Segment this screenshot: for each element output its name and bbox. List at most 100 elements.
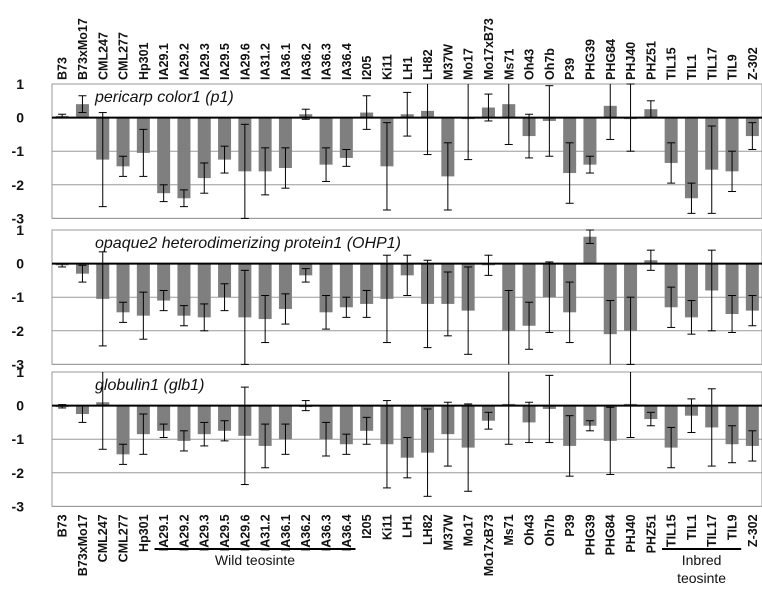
top-category-label: Ki11 [380,54,394,80]
top-category-label: PHG84 [604,39,618,80]
bottom-category-labels: B73 B73xMo17 CML247 CML277 Hp301 IA29.1 IA29.2… [56,514,760,576]
bottom-category-label: Ms71 [502,514,516,545]
bottom-category-label: B73 [56,514,70,537]
top-category-label: Z-302 [746,47,760,80]
bottom-category-label: IA36.4 [340,514,354,551]
bottom-category-label: CML277 [117,514,131,562]
top-category-label: IA29.5 [218,43,232,80]
bottom-category-label: LH82 [421,514,435,545]
top-category-label: PHG39 [583,39,597,80]
bottom-category-label: IA29.1 [157,514,171,551]
top-category-label: M37W [441,44,455,80]
bar-TIL1 [684,263,698,318]
y-tick-label: -2 [12,323,25,339]
bar-PHG39 [583,117,597,165]
bar-IA36.4 [339,117,353,158]
bar-IA36.4 [339,263,353,308]
bar-Z-302 [745,405,759,446]
bar-TIL9 [725,405,739,445]
bar-IA36.1 [278,117,292,168]
top-category-label: Oh43 [523,49,537,80]
top-category-label: PHZ51 [644,41,658,80]
bar-IA29.5 [218,405,232,431]
bar-TIL9 [725,263,739,314]
bottom-category-label: TIL1 [685,514,699,540]
top-category-label: IA29.3 [198,43,212,80]
bottom-category-label: P39 [563,514,577,536]
panel-title: opaque2 heterodimerizing protein1 (OHP1) [95,235,401,252]
top-category-label: Hp301 [137,42,151,80]
panel-title: globulin1 (glb1) [95,377,204,394]
bar-IA29.2 [177,263,191,316]
y-tick-label: -3 [12,356,25,372]
bottom-category-label: IA36.2 [299,514,313,551]
bar-Hp301 [136,263,150,316]
bar-IA36.1 [278,405,292,440]
top-category-label: I205 [360,56,374,80]
bottom-category-label: IA36.1 [279,514,293,551]
top-category-label: B73 [56,57,70,80]
top-category-label: CML277 [117,32,131,80]
bottom-category-label: Z-302 [746,514,760,547]
top-category-label: IA29.6 [238,43,252,80]
top-category-label: Oh7b [543,48,557,80]
bottom-category-label: PHJ40 [624,514,638,552]
top-category-label: TIL9 [726,54,740,80]
bar-IA29.5 [218,117,232,160]
bottom-category-label: Ki11 [380,514,394,540]
y-tick-label: -1 [12,289,25,305]
bottom-category-label: IA36.3 [320,514,334,551]
y-tick-label: -3 [12,498,25,514]
panel-3: 1 0 -1 -2 -3 globulin1 (glb1) [12,364,762,514]
bottom-category-label: TIL9 [726,514,740,540]
bar-TIL9 [725,117,739,172]
group-label: Wild teosinte [215,552,295,568]
bar-I205 [360,263,374,304]
bar-IA29.1 [157,117,171,194]
bar-TIL15 [664,117,678,163]
bottom-category-label: LH1 [401,514,415,538]
top-category-label: Mo17 [462,48,476,80]
group-brackets: Wild teosinte Inbred teosinte [154,548,742,586]
top-category-label: IA36.4 [340,43,354,80]
bottom-category-label: M37W [441,514,455,550]
top-category-label: P39 [563,58,577,80]
top-category-label: B73xMo17 [76,18,90,80]
y-tick-label: -1 [12,431,25,447]
bottom-category-label: IA29.3 [198,514,212,551]
bar-PHG84 [603,263,617,335]
top-category-label: Mo17xB73 [482,18,496,80]
bar-IA29.5 [218,263,232,298]
top-category-label: IA36.3 [320,43,334,80]
chart-panels: 1 0 -1 -2 -3 pericarp color1 (p1) 1 0 -1 -2 -3 opaq… [12,76,762,514]
bottom-category-label: IA29.5 [218,514,232,551]
top-category-label: IA36.2 [299,43,313,80]
bottom-category-label: I205 [360,514,374,538]
panel-2: 1 0 -1 -2 -3 opaque2 heterodimerizing protein… [12,222,762,372]
bar-CML277 [116,263,130,313]
y-tick-label: 0 [16,110,24,126]
top-category-label: CML247 [96,32,110,80]
top-category-label: IA29.2 [177,43,191,80]
panel-title: pericarp color1 (p1) [94,89,234,106]
y-tick-label: 1 [16,76,24,92]
y-tick-label: 1 [16,222,24,238]
bottom-category-label: Hp301 [137,514,151,552]
bar-LH1 [400,405,414,458]
bottom-category-label: Oh43 [523,514,537,545]
bottom-category-label: Mo17xB73 [482,514,496,576]
y-tick-label: 0 [16,398,24,414]
bar-IA36.3 [319,117,333,165]
top-category-labels: B73 B73xMo17 CML247 CML277 Hp301 IA29.1 IA29.2… [56,18,760,80]
panel-1: 1 0 -1 -2 -3 pericarp color1 (p1) [12,76,762,226]
bottom-category-label: IA31.2 [259,514,273,551]
bar-TIL15 [664,263,678,308]
bottom-category-label: Mo17 [462,514,476,546]
bottom-category-label: IA29.2 [177,514,191,551]
bottom-category-label: Oh7b [543,514,557,546]
top-category-label: IA29.1 [157,43,171,80]
bottom-category-label: TIL17 [705,514,719,547]
top-category-label: IA36.1 [279,43,293,80]
top-category-label: TIL15 [665,47,679,80]
top-category-label: Ms71 [502,49,516,80]
